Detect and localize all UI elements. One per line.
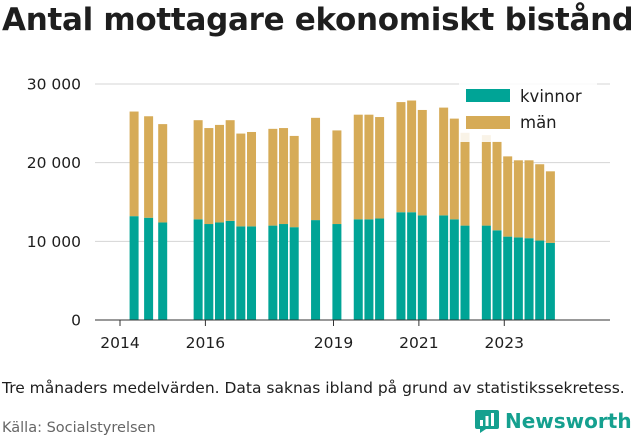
bar-chart: 2014 2016 2019 2021 2023 0 10 000 20 000 30 000… bbox=[27, 76, 610, 352]
bar-kvinnor bbox=[225, 220, 235, 320]
bar-kvinnor bbox=[492, 230, 502, 320]
bar-man bbox=[460, 132, 470, 226]
y-tick-label: 30 000 bbox=[27, 76, 81, 94]
bar-man bbox=[236, 133, 246, 227]
bar-man bbox=[524, 160, 534, 239]
y-tick-label: 0 bbox=[71, 312, 81, 330]
x-tick-label: 2021 bbox=[399, 334, 438, 352]
bar-kvinnor bbox=[449, 219, 459, 320]
x-tick-label: 2019 bbox=[314, 334, 353, 352]
bar-man bbox=[407, 100, 417, 213]
bar-kvinnor bbox=[545, 242, 555, 320]
bar-kvinnor bbox=[513, 237, 523, 320]
y-tick-label: 10 000 bbox=[27, 233, 81, 251]
bar-man bbox=[144, 116, 154, 218]
legend-label-kvinnor: kvinnor bbox=[520, 87, 582, 106]
bar-kvinnor bbox=[144, 217, 154, 320]
bar-man bbox=[364, 114, 374, 220]
bar-man bbox=[225, 120, 235, 221]
bar-man bbox=[375, 117, 385, 219]
bar-kvinnor bbox=[158, 222, 168, 320]
bar-man bbox=[439, 107, 449, 216]
bar-man bbox=[503, 156, 513, 237]
legend-background bbox=[459, 76, 597, 142]
bar-man bbox=[158, 124, 168, 223]
bar-man bbox=[214, 124, 224, 223]
bar-kvinnor bbox=[236, 226, 246, 320]
bar-man bbox=[289, 135, 299, 228]
bar-man bbox=[535, 164, 545, 241]
bar-man bbox=[353, 114, 363, 220]
bar-kvinnor bbox=[460, 225, 470, 320]
bar-kvinnor bbox=[481, 225, 491, 320]
bar-man bbox=[247, 131, 257, 227]
bar-kvinnor bbox=[535, 240, 545, 320]
chart-title: Antal mottagare ekonomiskt bistånd bbox=[2, 2, 631, 38]
bar-kvinnor bbox=[311, 220, 321, 320]
x-tick-label: 2023 bbox=[485, 334, 524, 352]
bar-kvinnor bbox=[407, 212, 417, 320]
bar-man bbox=[204, 128, 214, 225]
bar-kvinnor bbox=[332, 224, 342, 320]
bar-man bbox=[279, 128, 289, 225]
bar-kvinnor bbox=[417, 215, 427, 320]
bar-kvinnor bbox=[289, 227, 299, 320]
bar-man bbox=[417, 109, 427, 216]
bar-kvinnor bbox=[247, 226, 257, 320]
x-axis: 2014 2016 2019 2021 2023 bbox=[95, 319, 610, 352]
bar-man bbox=[545, 171, 555, 243]
bar-kvinnor bbox=[524, 238, 534, 320]
bar-kvinnor bbox=[503, 236, 513, 320]
bar-kvinnor bbox=[214, 222, 224, 320]
bar-kvinnor bbox=[364, 219, 374, 320]
legend-swatch-man bbox=[466, 116, 510, 129]
bar-kvinnor bbox=[204, 224, 214, 320]
source-text: Källa: Socialstyrelsen bbox=[2, 420, 156, 436]
brand-name: Newsworthy bbox=[505, 409, 631, 433]
y-axis: 0 10 000 20 000 30 000 bbox=[27, 76, 81, 330]
x-tick-label: 2014 bbox=[100, 334, 139, 352]
bar-man bbox=[449, 118, 459, 220]
bar-kvinnor bbox=[396, 212, 406, 320]
bar-man bbox=[513, 160, 523, 238]
newsworthy-logo-icon bbox=[475, 410, 499, 433]
bar-kvinnor bbox=[375, 218, 385, 320]
legend: kvinnor män bbox=[459, 76, 597, 142]
bar-kvinnor bbox=[129, 216, 139, 320]
bar-man bbox=[492, 141, 502, 231]
bar-man bbox=[311, 117, 321, 221]
bar-kvinnor bbox=[193, 219, 203, 320]
bar-man bbox=[396, 102, 406, 213]
bar-kvinnor bbox=[279, 224, 289, 320]
bars bbox=[129, 100, 555, 320]
legend-swatch-kvinnor bbox=[466, 89, 510, 102]
newsworthy-logo[interactable]: Newsworthy bbox=[474, 408, 631, 434]
bar-kvinnor bbox=[439, 215, 449, 320]
bar-man bbox=[129, 111, 139, 217]
x-tick-label: 2016 bbox=[186, 334, 225, 352]
bar-man bbox=[193, 120, 203, 220]
bar-kvinnor bbox=[268, 225, 278, 320]
y-tick-label: 20 000 bbox=[27, 154, 81, 172]
legend-label-man: män bbox=[520, 113, 557, 132]
bar-man bbox=[332, 130, 342, 225]
bar-man bbox=[481, 135, 491, 226]
bar-man bbox=[268, 128, 278, 226]
bar-kvinnor bbox=[353, 219, 363, 320]
chart-note: Tre månaders medelvärden. Data saknas ib… bbox=[2, 379, 625, 397]
